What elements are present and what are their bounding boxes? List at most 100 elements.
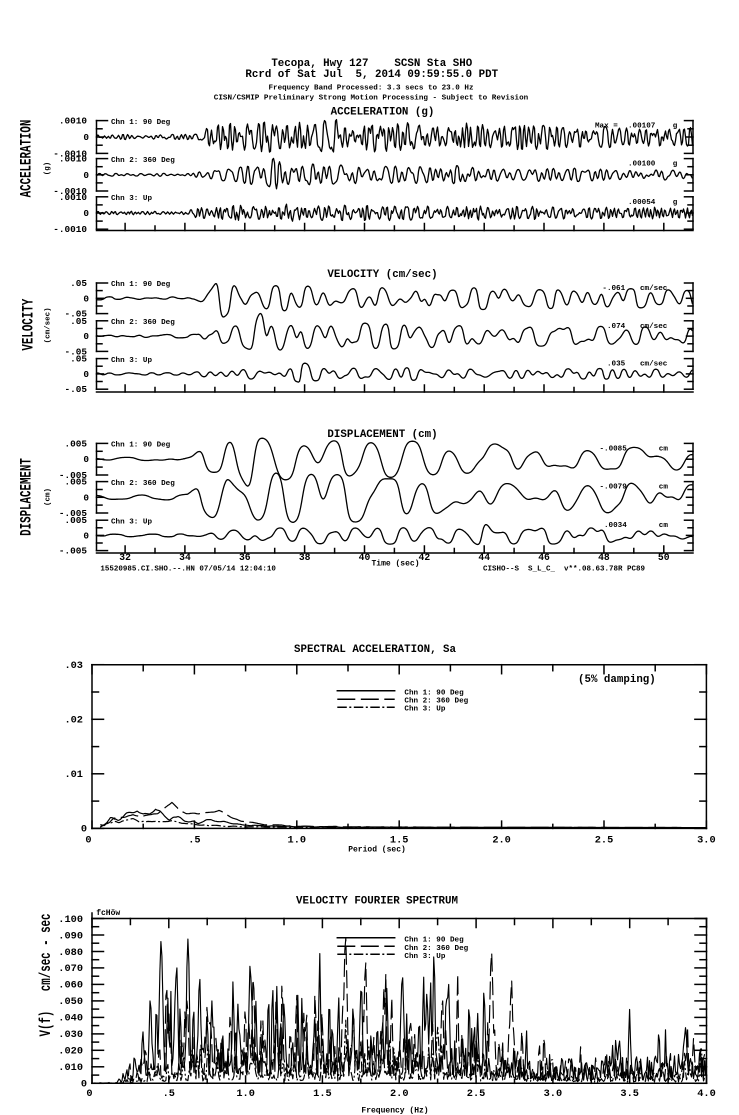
svg-text:Chn 2: 360 Deg: Chn 2: 360 Deg: [404, 945, 468, 953]
svg-text:g: g: [673, 199, 678, 207]
svg-text:cm/sec: cm/sec: [640, 285, 668, 293]
svg-text:Frequency (Hz): Frequency (Hz): [361, 1107, 428, 1115]
svg-text:.030: .030: [58, 1029, 83, 1041]
svg-text:Chn 2: 360 Deg: Chn 2: 360 Deg: [111, 319, 175, 327]
svg-text:Max =: Max =: [595, 123, 618, 131]
svg-text:0: 0: [83, 369, 89, 380]
svg-text:Chn 1: 90 Deg: Chn 1: 90 Deg: [111, 119, 171, 127]
svg-text:cm: cm: [659, 522, 669, 530]
svg-text:Period (sec): Period (sec): [348, 846, 406, 855]
svg-text:VELOCITY: VELOCITY: [21, 298, 38, 351]
svg-text:-.0079: -.0079: [599, 484, 627, 492]
svg-text:2.5: 2.5: [467, 1088, 486, 1100]
svg-text:.01: .01: [64, 769, 83, 781]
svg-text:4.0: 4.0: [697, 1088, 716, 1100]
svg-text:fcHöw: fcHöw: [96, 909, 120, 918]
svg-text:2.5: 2.5: [595, 835, 614, 847]
svg-text:0: 0: [86, 1088, 92, 1100]
svg-text:Chn 2: 360 Deg: Chn 2: 360 Deg: [404, 697, 468, 705]
svg-text:.050: .050: [58, 996, 83, 1008]
svg-text:2.0: 2.0: [390, 1088, 409, 1100]
svg-text:.005: .005: [64, 438, 87, 449]
svg-text:.00107: .00107: [628, 123, 656, 131]
svg-text:Chn 3: Up: Chn 3: Up: [111, 195, 152, 203]
svg-text:g: g: [673, 123, 678, 131]
svg-text:46: 46: [538, 552, 550, 563]
svg-text:ACCELERATION (g): ACCELERATION (g): [331, 106, 435, 118]
svg-text:Chn 2: 360 Deg: Chn 2: 360 Deg: [111, 480, 175, 488]
svg-text:.005: .005: [64, 515, 87, 526]
svg-text:Chn 1: 90 Deg: Chn 1: 90 Deg: [111, 442, 171, 450]
svg-text:-.005: -.005: [59, 470, 88, 481]
svg-text:VELOCITY (cm/sec): VELOCITY (cm/sec): [327, 269, 437, 281]
svg-text:.0010: .0010: [59, 154, 88, 165]
svg-text:-.0010: -.0010: [53, 186, 87, 197]
svg-text:.00100: .00100: [628, 161, 656, 169]
svg-text:.0010: .0010: [59, 116, 88, 127]
svg-text:-.05: -.05: [64, 309, 87, 320]
svg-text:3.0: 3.0: [544, 1088, 563, 1100]
svg-text:40: 40: [359, 552, 371, 563]
svg-text:.020: .020: [58, 1046, 83, 1058]
svg-text:.090: .090: [58, 930, 83, 942]
svg-text:-.005: -.005: [59, 508, 88, 519]
svg-text:0: 0: [83, 530, 89, 541]
svg-text:1.0: 1.0: [236, 1088, 255, 1100]
svg-text:Chn 1: 90 Deg: Chn 1: 90 Deg: [111, 281, 171, 289]
svg-text:.080: .080: [58, 947, 83, 959]
svg-text:.074: .074: [607, 323, 626, 331]
svg-text:(cm/sec): (cm/sec): [44, 307, 52, 343]
svg-text:Chn 3: Up: Chn 3: Up: [404, 705, 445, 713]
svg-text:48: 48: [598, 552, 610, 563]
svg-text:-.0085: -.0085: [599, 445, 627, 453]
svg-text:1.5: 1.5: [313, 1088, 332, 1100]
svg-text:3.0: 3.0: [697, 835, 716, 847]
svg-text:0: 0: [83, 454, 89, 465]
svg-text:DISPLACEMENT (cm): DISPLACEMENT (cm): [327, 429, 437, 441]
svg-text:.100: .100: [58, 914, 83, 926]
svg-text:.5: .5: [163, 1088, 175, 1100]
svg-text:.060: .060: [58, 980, 83, 992]
svg-text:0: 0: [83, 331, 89, 342]
svg-text:Chn 3: Up: Chn 3: Up: [404, 953, 445, 961]
svg-text:38: 38: [299, 552, 311, 563]
svg-text:-.0010: -.0010: [53, 148, 87, 159]
svg-text:42: 42: [419, 552, 431, 563]
svg-text:.05: .05: [70, 316, 87, 327]
svg-text:32: 32: [119, 552, 131, 563]
svg-text:Chn 1: 90 Deg: Chn 1: 90 Deg: [404, 937, 464, 945]
svg-text:CISHO--S S_L_C_ v**.08.63.78: CISHO--S S_L_C_ v**.08.63.78R PC89: [483, 566, 646, 574]
svg-text:3.5: 3.5: [620, 1088, 639, 1100]
svg-text:.0034: .0034: [604, 522, 627, 530]
svg-text:.070: .070: [58, 963, 83, 975]
svg-text:0: 0: [81, 824, 87, 836]
svg-text:0: 0: [83, 132, 89, 143]
svg-text:44: 44: [478, 552, 490, 563]
svg-text:Chn 3: Up: Chn 3: Up: [111, 357, 152, 365]
svg-text:DISPLACEMENT: DISPLACEMENT: [19, 458, 36, 536]
svg-text:-.005: -.005: [59, 546, 88, 557]
svg-text:36: 36: [239, 552, 251, 563]
svg-text:g: g: [673, 161, 678, 169]
svg-text:.035: .035: [607, 361, 626, 369]
svg-text:50: 50: [658, 552, 670, 563]
svg-text:Tecopa, Hwy 127 SCSN Sta SH: Tecopa, Hwy 127 SCSN Sta SHO: [271, 58, 472, 70]
svg-text:-.0010: -.0010: [53, 224, 87, 235]
svg-text:cm/sec: cm/sec: [640, 361, 668, 369]
svg-text:Frequency Band Processed: 3.3: Frequency Band Processed: 3.3 secs to 23…: [268, 85, 473, 93]
svg-text:.05: .05: [70, 278, 87, 289]
svg-text:Time (sec): Time (sec): [371, 560, 419, 569]
svg-text:0: 0: [83, 208, 89, 219]
svg-text:0: 0: [83, 492, 89, 503]
svg-text:0: 0: [83, 293, 89, 304]
svg-text:0: 0: [83, 170, 89, 181]
svg-text:.5: .5: [188, 835, 200, 847]
svg-text:.00054: .00054: [628, 199, 656, 207]
svg-text:ACCELERATION: ACCELERATION: [19, 120, 36, 198]
svg-text:1.0: 1.0: [288, 835, 307, 847]
svg-text:-.05: -.05: [64, 384, 87, 395]
svg-text:15520985.CI.SHO.--.HN 07/05/14: 15520985.CI.SHO.--.HN 07/05/14 12:04:10: [100, 566, 276, 574]
svg-text:.02: .02: [64, 715, 83, 727]
svg-text:.05: .05: [70, 354, 87, 365]
svg-text:(5% damping): (5% damping): [578, 674, 656, 686]
